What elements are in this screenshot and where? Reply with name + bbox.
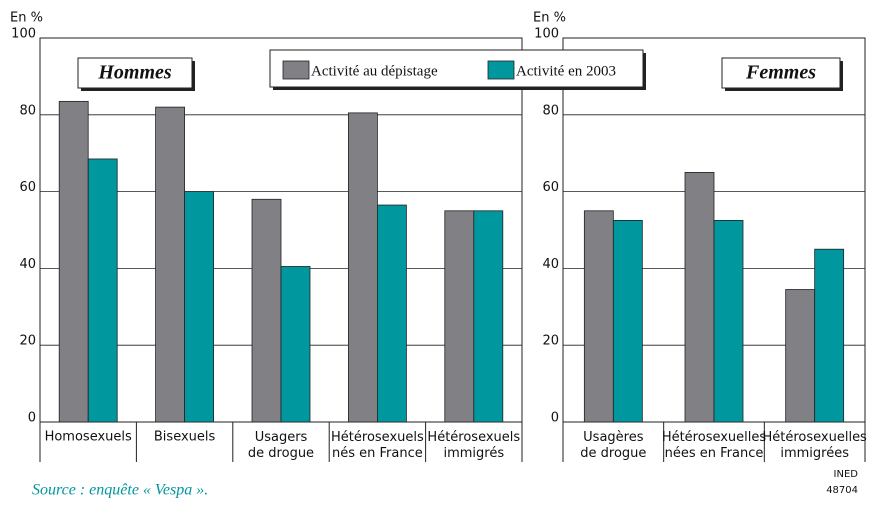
- y-tick-label: 40: [19, 257, 36, 272]
- bar: [713, 219, 744, 423]
- bar: [376, 204, 407, 423]
- y-tick-label: 100: [534, 27, 559, 42]
- legend-label: Activité au dépistage: [311, 63, 438, 79]
- bar: [583, 210, 614, 423]
- y-tick-label: 20: [542, 334, 559, 349]
- y-tick-label: 80: [19, 103, 36, 118]
- y-tick-label: 20: [19, 334, 36, 349]
- panel-title: Hommes: [97, 62, 172, 84]
- bar: [251, 198, 282, 423]
- credit: INED 48704: [826, 469, 858, 496]
- x-tick-label: Hétérosexuelles nées en France: [662, 430, 767, 461]
- panel-title: Femmes: [745, 62, 816, 84]
- bar: [612, 219, 643, 423]
- title-box: [721, 57, 841, 89]
- y-axis-label: En %: [10, 11, 43, 26]
- bar: [473, 210, 504, 423]
- bar: [155, 106, 186, 423]
- bar: [87, 158, 118, 423]
- x-tick-label: Usagers de drogue: [248, 430, 314, 461]
- y-tick-label: 60: [19, 180, 36, 195]
- y-tick-label: 0: [551, 411, 559, 426]
- x-tick-label: Hétérosexuelles immigrées: [762, 430, 867, 461]
- y-tick-label: 80: [542, 103, 559, 118]
- bar: [58, 100, 89, 423]
- x-tick-label: Usagères de drogue: [580, 430, 646, 461]
- legend-swatch: [282, 60, 310, 80]
- y-tick-label: 0: [28, 411, 36, 426]
- bar: [444, 210, 475, 423]
- x-tick-label: Homosexuels: [45, 430, 132, 445]
- x-tick-label: Bisexuels: [154, 430, 216, 445]
- y-tick-label: 40: [542, 257, 559, 272]
- legend-swatch: [487, 60, 515, 80]
- y-tick-label: 60: [542, 180, 559, 195]
- legend-label: Activité en 2003: [516, 63, 616, 79]
- title-box: [77, 57, 193, 89]
- bar: [684, 171, 715, 423]
- y-axis-label: En %: [533, 11, 566, 26]
- bar: [785, 289, 816, 423]
- y-tick-label: 100: [11, 27, 36, 42]
- legend-box: [269, 49, 644, 88]
- source-note: Source : enquête « Vespa ».: [32, 482, 208, 499]
- bar: [347, 112, 378, 423]
- x-tick-label: Hétérosexuels nés en France: [331, 430, 424, 461]
- bar: [184, 191, 215, 423]
- x-tick-label: Hétérosexuels immigrés: [427, 430, 520, 461]
- bar: [814, 248, 845, 423]
- bar: [280, 266, 311, 423]
